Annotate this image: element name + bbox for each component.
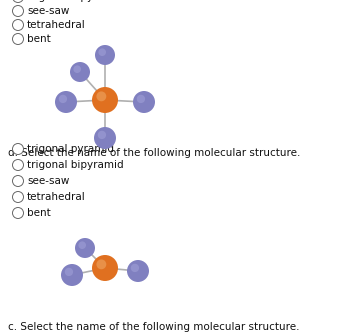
Circle shape xyxy=(74,65,81,73)
Text: c. Select the name of the following molecular structure.: c. Select the name of the following mole… xyxy=(8,322,300,332)
Circle shape xyxy=(13,159,23,171)
Circle shape xyxy=(13,34,23,44)
Circle shape xyxy=(96,259,106,269)
Text: d. Select the name of the following molecular structure.: d. Select the name of the following mole… xyxy=(8,148,300,158)
Circle shape xyxy=(127,260,149,282)
Circle shape xyxy=(13,208,23,218)
Circle shape xyxy=(55,91,77,113)
Circle shape xyxy=(96,91,106,101)
Circle shape xyxy=(98,48,106,56)
Circle shape xyxy=(13,0,23,3)
Circle shape xyxy=(98,131,106,139)
Text: see-saw: see-saw xyxy=(27,176,69,186)
Circle shape xyxy=(131,264,139,272)
Circle shape xyxy=(59,95,67,103)
Circle shape xyxy=(13,6,23,17)
Circle shape xyxy=(92,87,118,113)
Circle shape xyxy=(70,62,90,82)
Circle shape xyxy=(133,91,155,113)
Circle shape xyxy=(13,192,23,203)
Circle shape xyxy=(61,264,83,286)
Circle shape xyxy=(13,176,23,187)
Circle shape xyxy=(95,45,115,65)
Circle shape xyxy=(78,241,86,249)
Text: trigonal pyramid: trigonal pyramid xyxy=(27,144,114,154)
Circle shape xyxy=(13,143,23,154)
Circle shape xyxy=(75,238,95,258)
Circle shape xyxy=(13,20,23,31)
Circle shape xyxy=(92,255,118,281)
Circle shape xyxy=(65,268,73,276)
Text: bent: bent xyxy=(27,34,51,44)
Text: tetrahedral: tetrahedral xyxy=(27,20,86,30)
Text: tetrahedral: tetrahedral xyxy=(27,192,86,202)
Text: see-saw: see-saw xyxy=(27,6,69,16)
Text: trigonal bipyramid: trigonal bipyramid xyxy=(27,160,124,170)
Circle shape xyxy=(137,95,145,103)
Circle shape xyxy=(94,127,116,149)
Text: bent: bent xyxy=(27,208,51,218)
Text: trigonal bipyramid: trigonal bipyramid xyxy=(27,0,124,2)
